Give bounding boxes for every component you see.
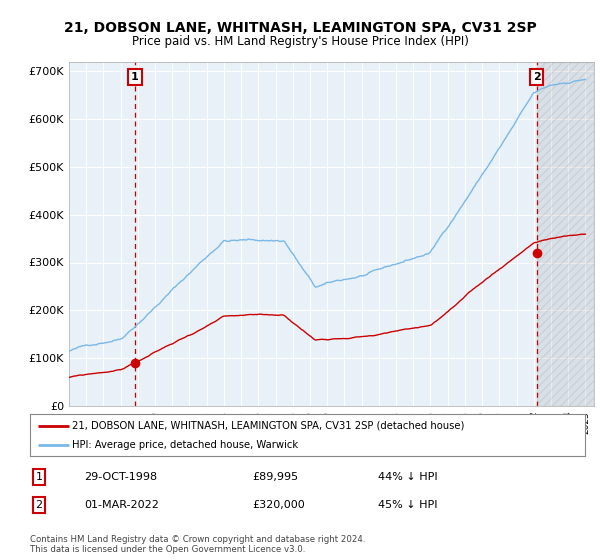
Text: 29-OCT-1998: 29-OCT-1998 (84, 472, 157, 482)
Text: 45% ↓ HPI: 45% ↓ HPI (378, 500, 437, 510)
Text: Price paid vs. HM Land Registry's House Price Index (HPI): Price paid vs. HM Land Registry's House … (131, 35, 469, 48)
Text: 2: 2 (533, 72, 541, 82)
Text: 01-MAR-2022: 01-MAR-2022 (84, 500, 159, 510)
Text: 2: 2 (35, 500, 43, 510)
Text: 1: 1 (35, 472, 43, 482)
Text: HPI: Average price, detached house, Warwick: HPI: Average price, detached house, Warw… (71, 440, 298, 450)
Text: Contains HM Land Registry data © Crown copyright and database right 2024.
This d: Contains HM Land Registry data © Crown c… (30, 535, 365, 554)
Text: 1: 1 (131, 72, 139, 82)
Text: £320,000: £320,000 (252, 500, 305, 510)
Text: 21, DOBSON LANE, WHITNASH, LEAMINGTON SPA, CV31 2SP (detached house): 21, DOBSON LANE, WHITNASH, LEAMINGTON SP… (71, 421, 464, 431)
Text: 21, DOBSON LANE, WHITNASH, LEAMINGTON SPA, CV31 2SP: 21, DOBSON LANE, WHITNASH, LEAMINGTON SP… (64, 21, 536, 35)
Text: 44% ↓ HPI: 44% ↓ HPI (378, 472, 437, 482)
Text: £89,995: £89,995 (252, 472, 298, 482)
